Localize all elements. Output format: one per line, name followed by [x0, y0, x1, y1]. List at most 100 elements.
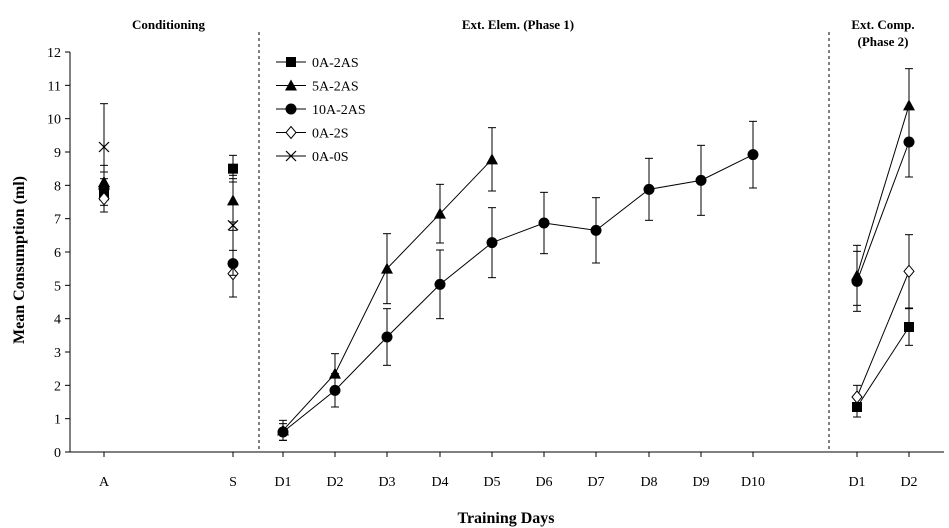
section-title: Conditioning — [132, 17, 205, 32]
legend-entry: 0A-2S — [276, 125, 349, 142]
data-point — [227, 219, 239, 231]
series-0A-2AS — [99, 154, 914, 418]
x-tick-label: D10 — [741, 475, 765, 490]
square-marker — [904, 322, 914, 332]
circle-marker — [486, 237, 498, 249]
circle-marker — [695, 174, 707, 186]
data-point — [538, 217, 550, 229]
x-tick-label: S — [229, 475, 237, 490]
data-point — [695, 174, 707, 186]
x-tick-label: D1 — [848, 475, 865, 490]
legend-entry: 0A-2AS — [276, 56, 359, 71]
series-line — [856, 105, 910, 276]
y-tick-label: 8 — [54, 179, 61, 194]
circle-marker — [329, 384, 341, 396]
y-tick-label: 5 — [54, 279, 61, 294]
data-point — [486, 153, 498, 165]
section-title: (Phase 2) — [858, 34, 909, 49]
data-point — [643, 183, 655, 195]
y-tick-label: 3 — [54, 346, 61, 361]
data-point — [434, 207, 446, 219]
x-tick-label: D9 — [692, 475, 709, 490]
x-tick-label: D7 — [587, 475, 604, 490]
data-point — [98, 191, 110, 206]
triangle-marker — [434, 207, 446, 219]
square-marker — [228, 163, 238, 174]
data-point — [228, 163, 238, 174]
series-0A-0S — [98, 103, 239, 276]
circle-marker — [851, 275, 863, 287]
triangle-marker — [381, 262, 393, 274]
cross-marker — [98, 141, 110, 153]
y-tick-label: 10 — [47, 113, 61, 128]
diamond-marker — [851, 390, 863, 404]
circle-marker — [747, 149, 759, 161]
y-tick-label: 6 — [54, 246, 61, 261]
diamond-marker — [98, 191, 110, 206]
section-title: Ext. Elem. (Phase 1) — [462, 17, 574, 32]
data-point — [285, 125, 297, 140]
y-tick-label: 7 — [54, 213, 61, 228]
data-point — [851, 275, 863, 287]
y-tick-label: 12 — [47, 46, 61, 61]
series-line — [856, 271, 910, 398]
circle-marker — [285, 103, 297, 115]
data-point — [329, 384, 341, 396]
series-line — [282, 154, 754, 433]
legend-label: 0A-2AS — [312, 56, 359, 71]
data-point — [285, 150, 297, 162]
data-point — [98, 141, 110, 153]
circle-marker — [434, 278, 446, 290]
circle-marker — [381, 331, 393, 343]
circle-marker — [590, 224, 602, 236]
x-axis-title: Training Days — [457, 510, 554, 527]
y-tick-label: 9 — [54, 146, 61, 161]
series-5A-2AS — [98, 68, 915, 441]
circle-marker — [903, 136, 915, 148]
y-tick-label: 11 — [48, 79, 61, 94]
y-axis-title: Mean Consumption (ml) — [11, 176, 28, 344]
legend-label: 5A-2AS — [312, 80, 359, 95]
data-point — [903, 136, 915, 148]
data-point — [434, 278, 446, 290]
legend-label: 0A-0S — [312, 150, 349, 165]
diamond-marker — [903, 264, 915, 279]
y-tick-label: 2 — [54, 379, 61, 394]
x-tick-label: D2 — [326, 475, 343, 490]
x-tick-label: A — [99, 475, 110, 490]
x-tick-label: D3 — [378, 475, 395, 490]
series-line — [856, 141, 910, 282]
circle-marker — [538, 217, 550, 229]
data-point — [381, 331, 393, 343]
circle-marker — [277, 426, 289, 438]
square-marker — [286, 57, 296, 67]
x-tick-label: D6 — [535, 475, 552, 490]
data-point — [285, 79, 297, 91]
series-10A-2AS — [98, 106, 915, 441]
x-tick-label: D2 — [900, 475, 917, 490]
data-point — [381, 262, 393, 274]
y-tick-label: 1 — [54, 413, 61, 428]
triangle-marker — [903, 99, 915, 111]
y-tick-label: 0 — [54, 446, 61, 461]
y-tick-label: 4 — [54, 313, 61, 328]
series-0A-2S — [98, 184, 915, 410]
series-line — [856, 326, 910, 408]
cross-marker — [285, 150, 297, 162]
x-tick-label: D4 — [431, 475, 448, 490]
x-tick-label: D8 — [640, 475, 657, 490]
x-tick-label: D5 — [483, 475, 500, 490]
legend-label: 0A-2S — [312, 127, 349, 142]
data-point — [851, 390, 863, 404]
diamond-marker — [285, 125, 297, 140]
data-point — [590, 224, 602, 236]
section-title: Ext. Comp. — [851, 17, 914, 32]
legend: 0A-2AS 5A-2AS 10A-2AS 0A-2S 0A-0S — [276, 56, 366, 165]
legend-entry: 10A-2AS — [276, 103, 366, 118]
circle-marker — [643, 183, 655, 195]
data-point — [277, 426, 289, 438]
data-point — [747, 149, 759, 161]
triangle-marker — [486, 153, 498, 165]
